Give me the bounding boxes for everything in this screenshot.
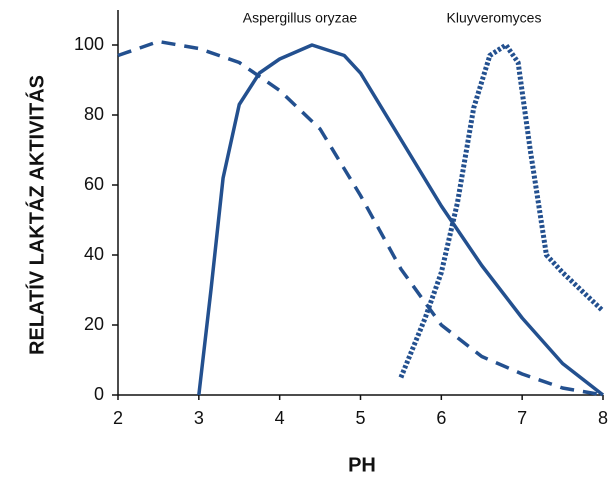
series-line (117, 39, 604, 397)
y-tick-label: 60 (84, 174, 104, 194)
series-label: Kluyveromyces (447, 10, 542, 26)
y-axis-label: RELATÍV LAKTÁZ AKTIVITÁS (25, 75, 48, 355)
series-line (197, 43, 605, 397)
y-tick-label: 40 (84, 244, 104, 264)
x-tick-label: 3 (194, 408, 204, 428)
y-tick-label: 100 (74, 34, 104, 54)
y-tick-label: 80 (84, 104, 104, 124)
x-tick-label: 5 (355, 408, 365, 428)
y-tick-label: 20 (84, 314, 104, 334)
x-tick-label: 8 (598, 408, 608, 428)
series-line (398, 42, 605, 379)
x-tick-label: 7 (517, 408, 527, 428)
x-axis-label: PH (348, 454, 376, 476)
x-tick-label: 6 (436, 408, 446, 428)
x-tick-label: 2 (113, 408, 123, 428)
x-tick-label: 4 (275, 408, 285, 428)
y-tick-label: 0 (94, 384, 104, 404)
series-label: Aspergillus oryzae (243, 10, 358, 26)
